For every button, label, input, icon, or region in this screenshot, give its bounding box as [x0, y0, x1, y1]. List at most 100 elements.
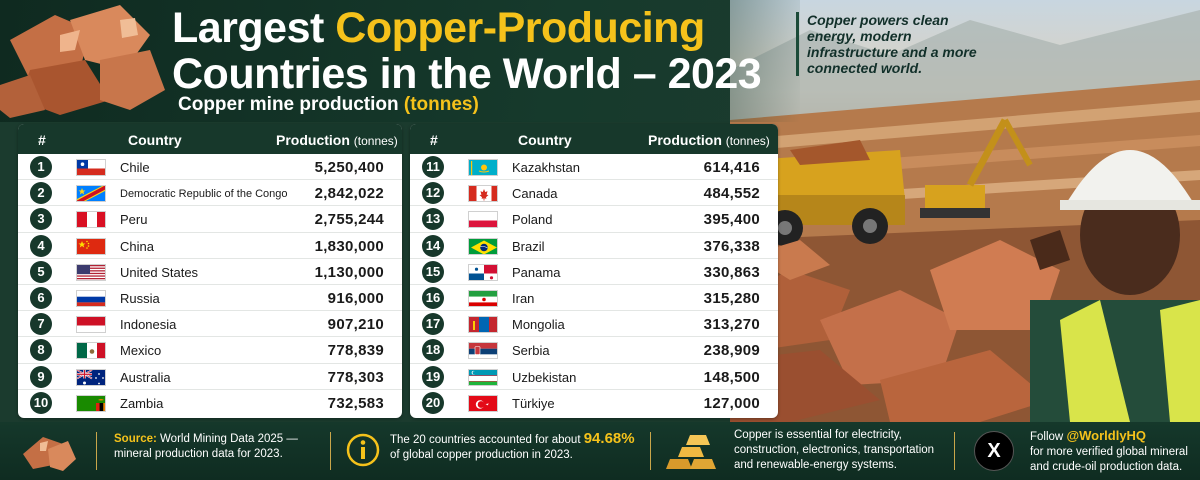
- production-value: 484,552: [703, 185, 760, 203]
- country-name: Russia: [120, 290, 160, 306]
- table-header: # Country Production (tonnes): [410, 124, 778, 154]
- production-value: 330,863: [703, 263, 760, 281]
- follow-line2: for more verified global mineral: [1030, 446, 1188, 458]
- mexico-flag-icon: [76, 342, 106, 360]
- table-row: 3 Peru 2,755,244: [18, 206, 402, 233]
- haul-truck-icon: [750, 140, 905, 246]
- production-value: 732,583: [327, 394, 384, 412]
- country-name: Brazil: [512, 238, 545, 254]
- header-banner: Largest Copper-Producing Countries in th…: [0, 0, 800, 122]
- page-title-line1: Largest Copper-Producing: [172, 4, 705, 52]
- footer-divider: [650, 432, 651, 470]
- rank-badge: 3: [30, 208, 52, 231]
- gold-bars-icon: [666, 435, 716, 469]
- table-row: 18 Serbia 238,909: [410, 337, 778, 364]
- country-name: Canada: [512, 186, 558, 202]
- rank-badge: 4: [30, 234, 52, 257]
- x-logo-icon[interactable]: X: [974, 431, 1014, 471]
- uzbekistan-flag-icon: [468, 368, 498, 386]
- production-column-header: Production (tonnes): [648, 132, 770, 148]
- turkiye-flag-icon: [468, 394, 498, 412]
- production-value: 2,842,022: [314, 185, 384, 203]
- iran-flag-icon: [468, 289, 498, 307]
- table-body: 1 Chile 5,250,400 2 Democratic Republic of t…: [18, 154, 402, 416]
- page-title-line2: Countries in the World – 2023: [172, 50, 762, 98]
- ranking-table-left: # Country Production (tonnes) 1 Chile 5,25…: [18, 124, 402, 418]
- country-name: Türkiye: [512, 395, 555, 411]
- rank-badge: 12: [422, 182, 444, 205]
- production-value: 907,210: [327, 316, 384, 334]
- australia-flag-icon: [76, 368, 106, 386]
- footer-divider: [954, 432, 955, 470]
- usa-flag-icon: [76, 263, 106, 281]
- rank-badge: 13: [422, 208, 444, 231]
- rank-badge: 9: [30, 365, 52, 388]
- production-value: 395,400: [703, 211, 760, 229]
- footer-uses: Copper is essential for electricity, con…: [650, 422, 950, 480]
- table-header: # Country Production (tonnes): [18, 124, 402, 154]
- production-value: 127,000: [703, 394, 760, 412]
- rank-badge: 11: [422, 156, 444, 178]
- production-value: 376,338: [703, 237, 760, 255]
- share-value: 94.68%: [583, 430, 635, 447]
- production-value: 1,830,000: [314, 237, 384, 255]
- poland-flag-icon: [468, 211, 498, 229]
- kazakhstan-flag-icon: [468, 159, 498, 176]
- indonesia-flag-icon: [76, 316, 106, 334]
- serbia-flag-icon: [468, 342, 498, 360]
- table-row: 15 Panama 330,863: [410, 259, 778, 285]
- country-name: Democratic Republic of the Congo: [120, 188, 288, 201]
- production-value: 778,839: [327, 342, 384, 360]
- rank-badge: 14: [422, 234, 444, 257]
- rank-badge: 17: [422, 313, 444, 336]
- rank-column-header: #: [38, 132, 46, 148]
- production-value: 148,500: [703, 368, 760, 386]
- rank-badge: 2: [30, 182, 52, 205]
- country-name: Indonesia: [120, 317, 177, 333]
- table-row: 20 Türkiye 127,000: [410, 390, 778, 416]
- production-value: 238,909: [703, 342, 760, 360]
- copper-nugget-icon: [0, 5, 165, 118]
- country-name: China: [120, 238, 154, 254]
- rank-badge: 19: [422, 365, 444, 388]
- info-icon: [346, 433, 380, 467]
- country-name: Panama: [512, 264, 561, 280]
- peru-flag-icon: [76, 211, 106, 229]
- russia-flag-icon: [76, 289, 106, 307]
- rank-badge: 20: [422, 391, 444, 414]
- rank-badge: 1: [30, 156, 52, 178]
- production-value: 778,303: [327, 368, 384, 386]
- follow-prefix: Follow: [1030, 431, 1067, 443]
- panama-flag-icon: [468, 263, 498, 281]
- country-column-header: Country: [128, 132, 182, 148]
- footer-divider: [330, 432, 331, 470]
- source-text-line2: mineral production data for 2023.: [114, 448, 283, 460]
- production-value: 315,280: [703, 289, 760, 307]
- drc-flag-icon: [76, 185, 106, 203]
- copper-nugget-icon: [23, 437, 76, 471]
- page-subtitle: Copper mine production (tonnes): [178, 94, 479, 115]
- rank-badge: 18: [422, 339, 444, 362]
- table-row: 7 Indonesia 907,210: [18, 311, 402, 338]
- china-flag-icon: [76, 237, 106, 255]
- table-row: 14 Brazil 376,338: [410, 233, 778, 259]
- footer-share: The 20 countries accounted for about 94.…: [330, 422, 650, 480]
- rank-badge: 15: [422, 260, 444, 283]
- uses-line1: Copper is essential for electricity,: [734, 429, 902, 441]
- table-row: 5 United States 1,130,000: [18, 259, 402, 285]
- production-value: 1,130,000: [314, 263, 384, 281]
- rank-badge: 8: [30, 339, 52, 362]
- uses-line3: and renewable-energy systems.: [734, 459, 897, 471]
- country-name: Kazakhstan: [512, 160, 580, 175]
- table-body: 11 Kazakhstan 614,416 12 Canada 484,552 13 Pola…: [410, 154, 778, 416]
- table-row: 4 China 1,830,000: [18, 233, 402, 259]
- table-row: 2 Democratic Republic of the Congo 2,842,0…: [18, 180, 402, 207]
- follow-handle-link[interactable]: @WorldlyHQ: [1066, 428, 1147, 443]
- rank-badge: 7: [30, 313, 52, 336]
- canada-flag-icon: [468, 185, 498, 203]
- brazil-flag-icon: [468, 237, 498, 255]
- country-name: Mongolia: [512, 317, 565, 333]
- production-value: 313,270: [703, 316, 760, 334]
- table-row: 16 Iran 315,280: [410, 285, 778, 312]
- source-text: World Mining Data 2025 —: [156, 433, 298, 445]
